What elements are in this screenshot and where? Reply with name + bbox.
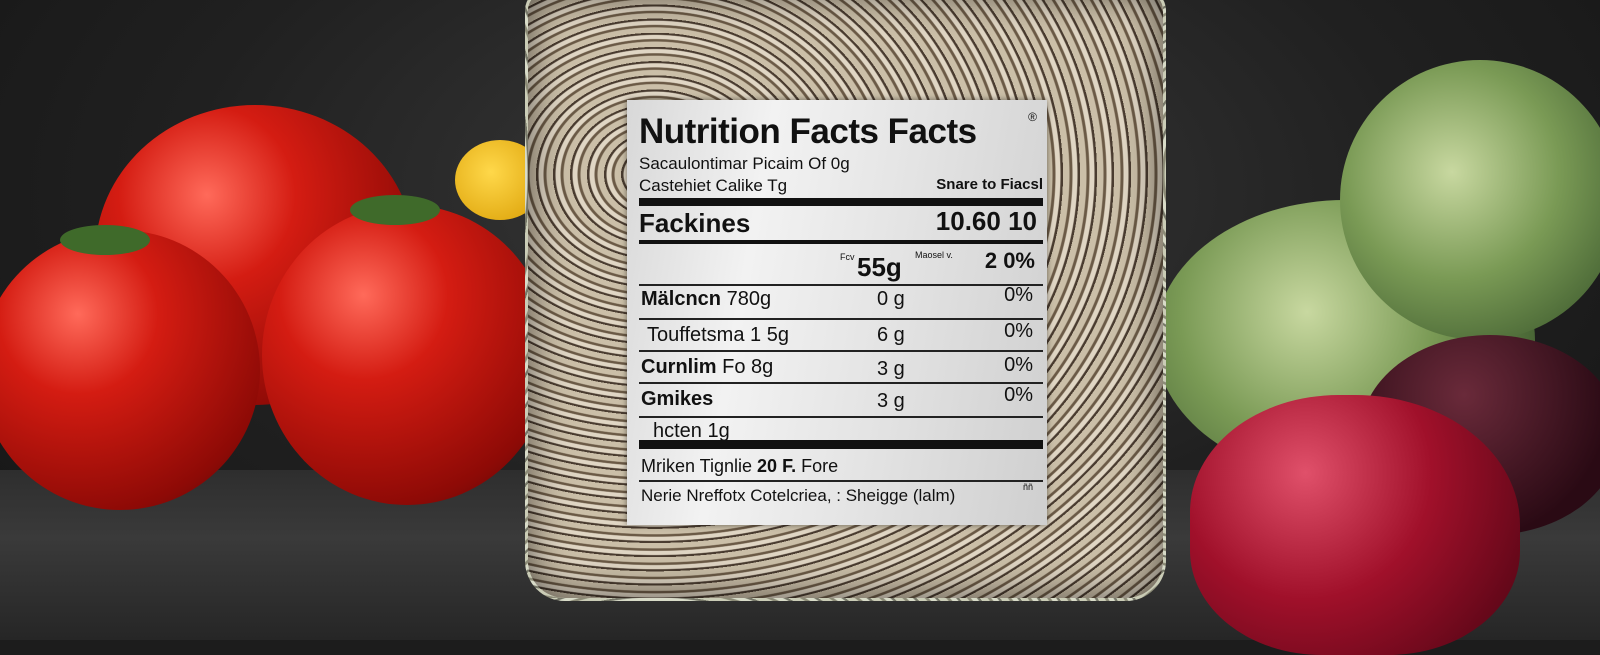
tomato-stem [60,225,150,255]
nutrient-percent: 0% [1004,320,1033,342]
serving-prefix: Fcv [840,252,855,262]
divider [639,416,1043,418]
tomato-stem [350,195,440,225]
serving-percent: 2 0% [984,248,1035,273]
footer-line: Nerie Nreffotx Cotelcriea, : Sheigge (la… [641,486,956,505]
footer-line: Mriken Tignlie 20 F. Fore [641,456,839,476]
label-subtitle: Castehiet Calike Tg [639,176,788,195]
serving-mid: Maosel v. [915,250,953,260]
divider [639,382,1043,384]
registered-mark: ® [1028,110,1037,124]
label-title: Nutrition Facts Facts [639,112,977,151]
serving-amount: 55g [857,252,902,282]
nutrition-label: Nutrition Facts Facts ® Sacaulontimar Pi… [627,100,1047,525]
red-pepper [1190,395,1520,655]
divider-thick [639,440,1043,449]
nutrient-percent: 0% [1004,354,1033,376]
divider-thick [639,198,1043,206]
divider [639,240,1043,244]
tomato-left [0,230,260,510]
label-subtitle-right: Snare to Fiacsl [936,176,1043,193]
nutrient-row-name: hcten 1g [653,420,730,442]
label-subtitle: Sacaulontimar Picaim Of 0g [639,154,850,173]
divider [639,284,1043,286]
leafy-greens [1340,60,1600,340]
nutrient-amount: 0 g [877,288,905,310]
tomato-right [262,205,552,505]
nutrient-amount: 3 g [877,390,905,412]
main-row-name: Fackines [639,208,751,238]
nutrient-row-name: Touffetsma 1 5g [647,324,789,346]
main-row-value: 10.60 10 [935,206,1037,236]
footer-corner: ññ [1022,482,1033,492]
nutrient-amount: 3 g [877,358,905,380]
nutrient-amount: 6 g [877,324,905,346]
nutrient-percent: 0% [1004,284,1033,306]
nutrient-row-name: Mälcncn 780g [641,288,772,310]
nutrient-percent: 0% [1004,384,1033,406]
divider [639,318,1043,320]
divider [639,480,1043,482]
divider [639,350,1043,352]
nutrient-row-name: Gmikes [641,388,714,410]
nutrient-row-name: Curnlim Fo 8g [641,356,774,378]
